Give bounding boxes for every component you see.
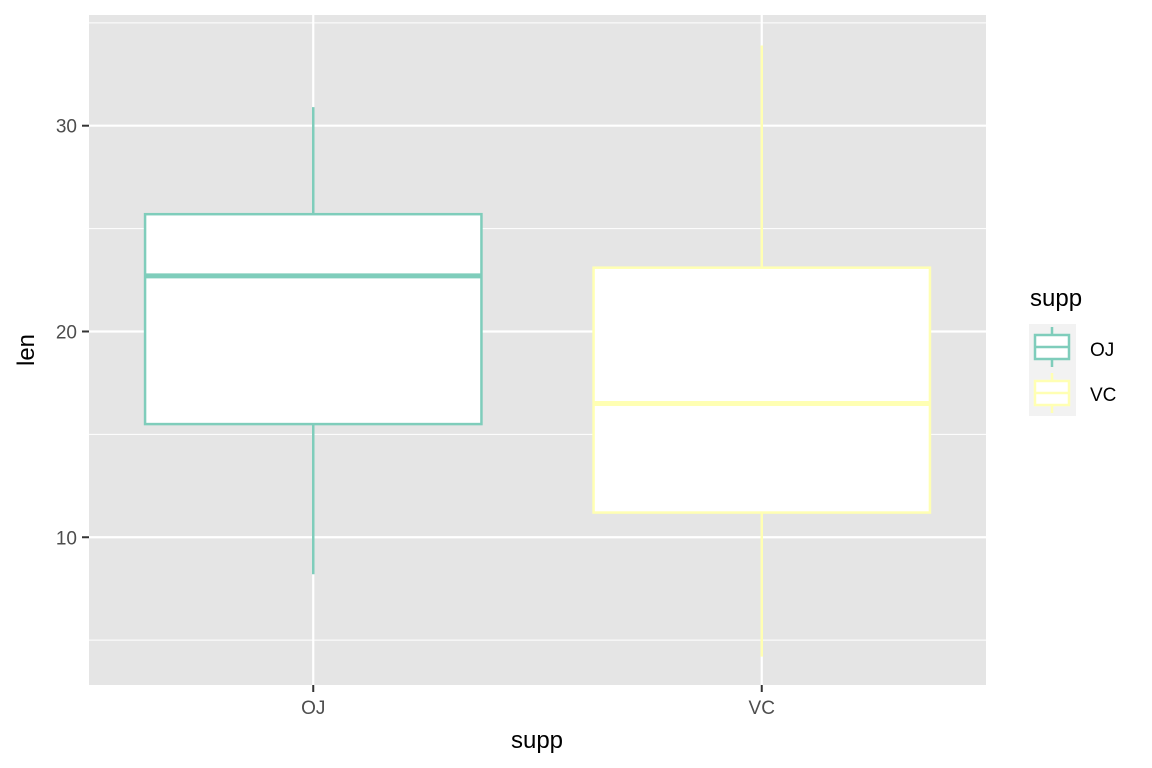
x-tick-label: OJ: [301, 698, 325, 719]
legend: supp OJ VC: [1029, 285, 1116, 416]
legend-key-vc: [1033, 373, 1071, 413]
x-tick-label: VC: [749, 698, 775, 719]
legend-title: supp: [1030, 285, 1082, 312]
axis-layer: 10 20 30 OJ VC: [56, 117, 775, 719]
legend-key-oj: [1033, 327, 1071, 367]
y-tick-label: 20: [56, 322, 77, 343]
legend-label-oj: OJ: [1090, 340, 1114, 361]
legend-label-vc: VC: [1090, 385, 1116, 406]
box-vc: [592, 266, 932, 514]
box-oj: [143, 212, 483, 426]
y-tick-label: 10: [56, 528, 77, 549]
box-layer: [143, 45, 932, 657]
legend-keys: [1033, 327, 1071, 413]
y-tick-label: 30: [56, 117, 77, 138]
y-axis-title: len: [13, 334, 40, 366]
x-axis-title: supp: [511, 727, 563, 754]
